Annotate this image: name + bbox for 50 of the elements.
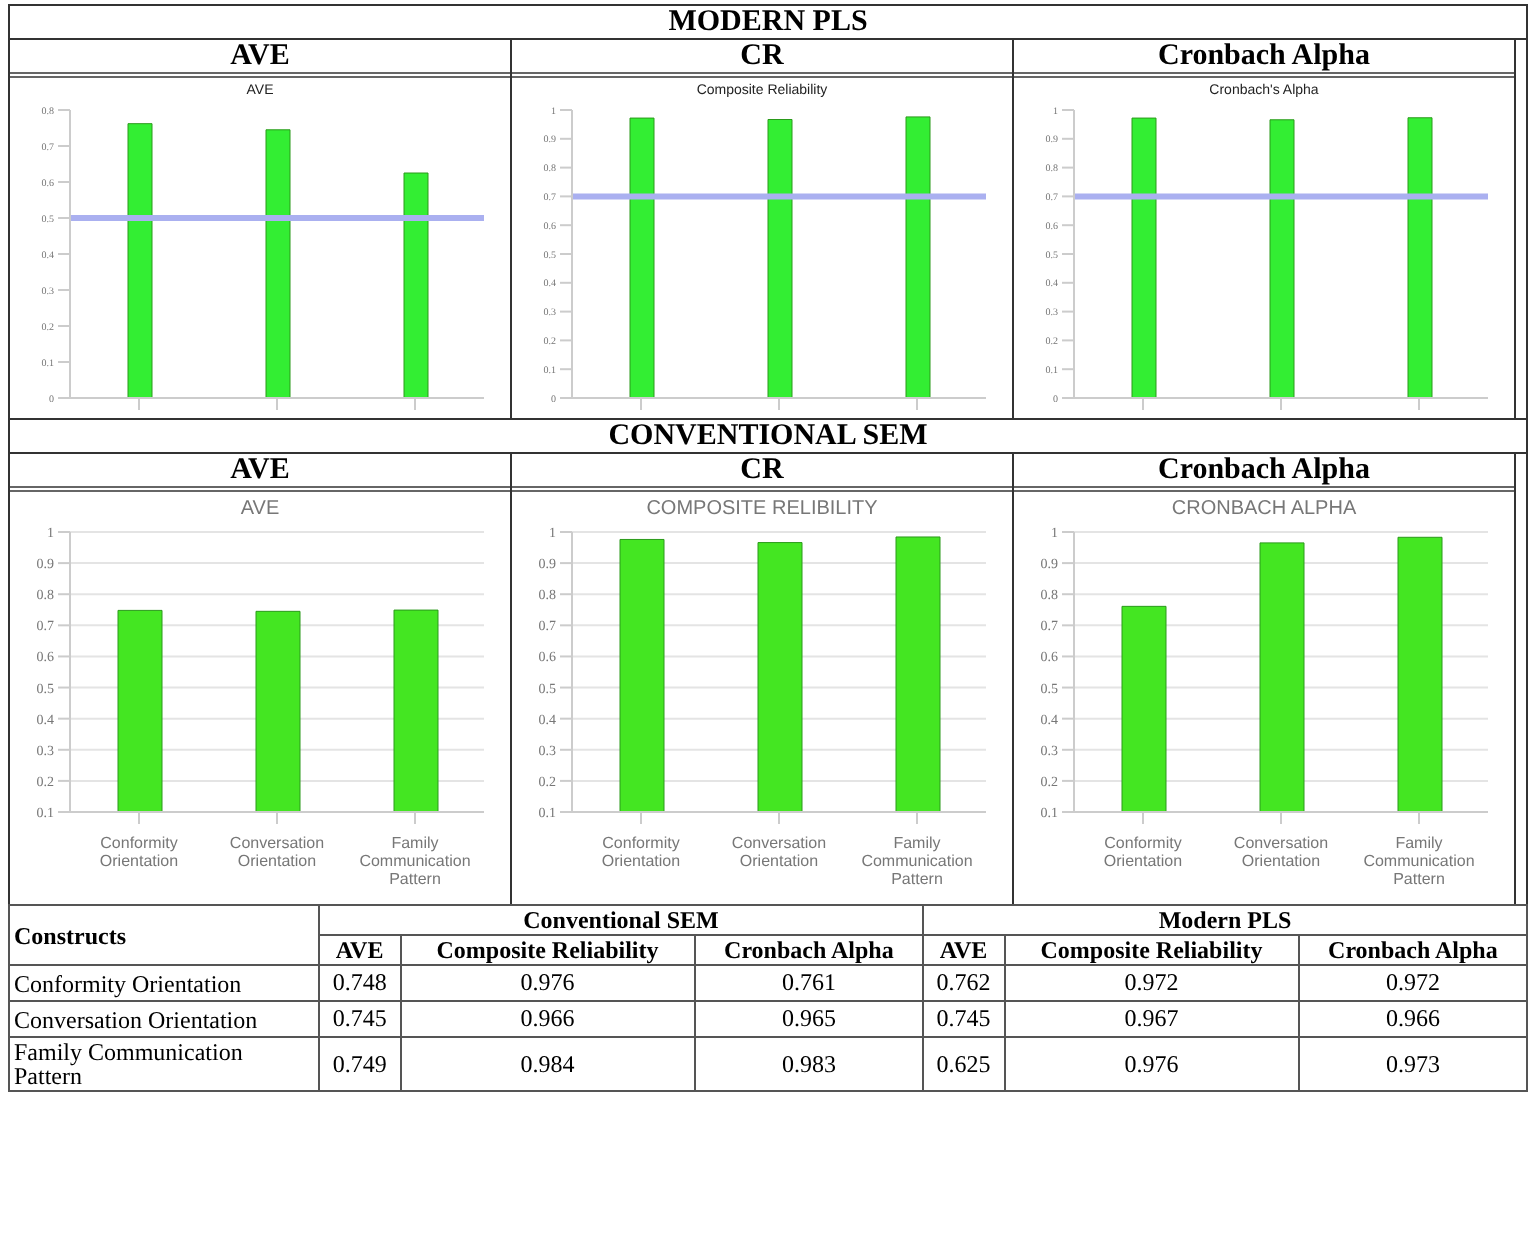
data-label: 0.966 xyxy=(400,1001,695,1037)
x-tick-label: Family Communication Pattern xyxy=(861,834,973,888)
data-label: 0.972 xyxy=(1004,965,1299,1001)
data-label: 0.748 xyxy=(319,965,401,1001)
text: Cronbach Alpha xyxy=(694,935,923,965)
data-label: 0.749 xyxy=(319,1037,401,1091)
x-tick-label: Conformity Orientation xyxy=(1103,834,1183,870)
chart-subtitle: AVE xyxy=(238,498,282,520)
data-label: 0.745 xyxy=(922,1001,1005,1037)
data-label: 0.983 xyxy=(694,1037,923,1091)
data-label: 0.761 xyxy=(694,965,923,1001)
chart-title: CR xyxy=(512,40,1012,78)
category-label: Conformity Orientation xyxy=(9,965,319,1001)
x-tick-label: Conformity Orientation xyxy=(601,834,681,870)
data-label: 0.966 xyxy=(1298,1001,1527,1037)
legend-label: Composite Reliability xyxy=(400,935,695,965)
x-tick-label: Family Communication Pattern xyxy=(1363,834,1475,888)
legend-label: Composite Reliability xyxy=(1004,935,1299,965)
data-label: 0.972 xyxy=(1298,965,1527,1001)
text: AVE xyxy=(319,935,401,965)
data-label: 0.976 xyxy=(1004,1037,1299,1091)
text: AVE xyxy=(922,935,1005,965)
text: MODERN PLS xyxy=(10,6,1526,40)
data-label: 0.762 xyxy=(922,965,1005,1001)
category-label: Conversation Orientation xyxy=(9,1001,319,1037)
x-tick-label: Conversation Orientation xyxy=(1233,834,1329,870)
x-tick-label: Conversation Orientation xyxy=(731,834,827,870)
data-label: 0.965 xyxy=(694,1001,923,1037)
text: Modern PLS xyxy=(922,905,1527,935)
chart-title: Cronbach Alpha xyxy=(1014,454,1514,492)
data-label: 0.973 xyxy=(1298,1037,1527,1091)
text: Constructs xyxy=(9,905,319,965)
chart-title: CR xyxy=(512,454,1012,492)
x-tick-label: Conversation Orientation xyxy=(229,834,325,870)
data-label: 0.976 xyxy=(400,965,695,1001)
chart-title: AVE xyxy=(10,40,510,78)
data-label: 0.967 xyxy=(1004,1001,1299,1037)
chart-title: AVE xyxy=(10,454,510,492)
text: Conventional SEM xyxy=(319,905,923,935)
text: Cronbach Alpha xyxy=(1298,935,1527,965)
chart-title: Cronbach Alpha xyxy=(1014,40,1514,78)
chart-subtitle: COMPOSITE RELIBILITY xyxy=(644,498,880,520)
data-label: 0.625 xyxy=(922,1037,1005,1091)
data-label: 0.984 xyxy=(400,1037,695,1091)
x-tick-label: Family Communication Pattern xyxy=(359,834,471,888)
chart-subtitle: CRONBACH ALPHA xyxy=(1169,498,1359,520)
text: CONVENTIONAL SEM xyxy=(10,420,1526,454)
category-label: Family Communication Pattern xyxy=(9,1037,319,1091)
data-label: 0.745 xyxy=(319,1001,401,1037)
x-tick-label: Conformity Orientation xyxy=(99,834,179,870)
